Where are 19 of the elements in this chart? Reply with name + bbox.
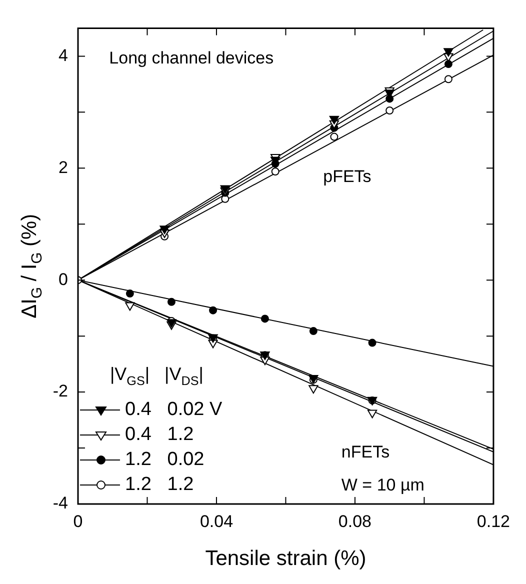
x-tick-label: 0 [73, 512, 83, 531]
y-tick-label: 0 [58, 270, 68, 289]
legend-label: 0.4 0.02 V [125, 399, 223, 420]
legend-label: 1.2 1.2 [125, 474, 194, 496]
x-tick-label: 0.04 [200, 512, 234, 531]
annotation: Long channel devices [109, 48, 274, 68]
annotation: pFETs [323, 166, 372, 186]
legend-label: 0.4 1.2 [125, 424, 194, 446]
legend-label: 1.2 0.02 [125, 449, 204, 470]
y-axis-title: ΔIG / IG (%) [18, 214, 46, 318]
y-tick-label: 2 [58, 158, 68, 177]
y-tick-label: 4 [58, 46, 68, 65]
annotation: nFETs [341, 442, 390, 462]
x-axis-title: Tensile strain (%) [205, 547, 366, 570]
x-tick-label: 0.12 [476, 512, 510, 531]
annotation: W = 10 µm [341, 476, 424, 495]
y-tick-label: -2 [52, 382, 68, 401]
y-tick-label: -4 [52, 494, 68, 513]
x-tick-label: 0.08 [338, 512, 372, 531]
